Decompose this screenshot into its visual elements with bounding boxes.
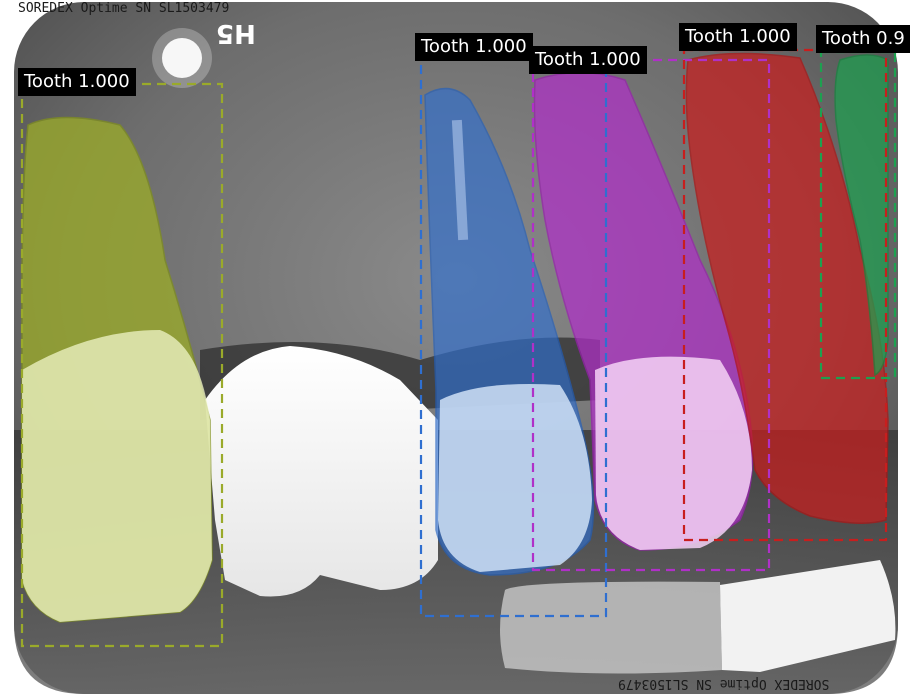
tooth-label-5: Tooth 0.9 <box>816 25 910 53</box>
metal-plate <box>720 560 896 672</box>
bright-spot <box>162 38 202 78</box>
tooth-label-1: Tooth 1.000 <box>18 68 136 96</box>
xray-header-text: SOREDEX Optime SN SL1503479 <box>18 1 230 16</box>
tooth-mask-4 <box>685 52 889 524</box>
metal-crown <box>205 346 438 597</box>
implant-post <box>500 581 722 674</box>
tooth-label-4: Tooth 1.000 <box>679 23 797 51</box>
tooth-box-3 <box>531 58 771 572</box>
tooth-label-3: Tooth 1.000 <box>529 46 647 74</box>
tooth-crown-3 <box>595 356 752 550</box>
tooth-label-2: Tooth 1.000 <box>415 33 533 61</box>
tooth-mask-5 <box>834 54 889 377</box>
tooth-crown-2 <box>438 384 592 572</box>
xray-footer-text: SOREDEX Optime SN SL1503479 <box>618 676 830 691</box>
tooth-crown-1 <box>22 330 212 622</box>
xray-marker: H5 <box>216 18 256 48</box>
tooth-box-1 <box>20 82 224 648</box>
